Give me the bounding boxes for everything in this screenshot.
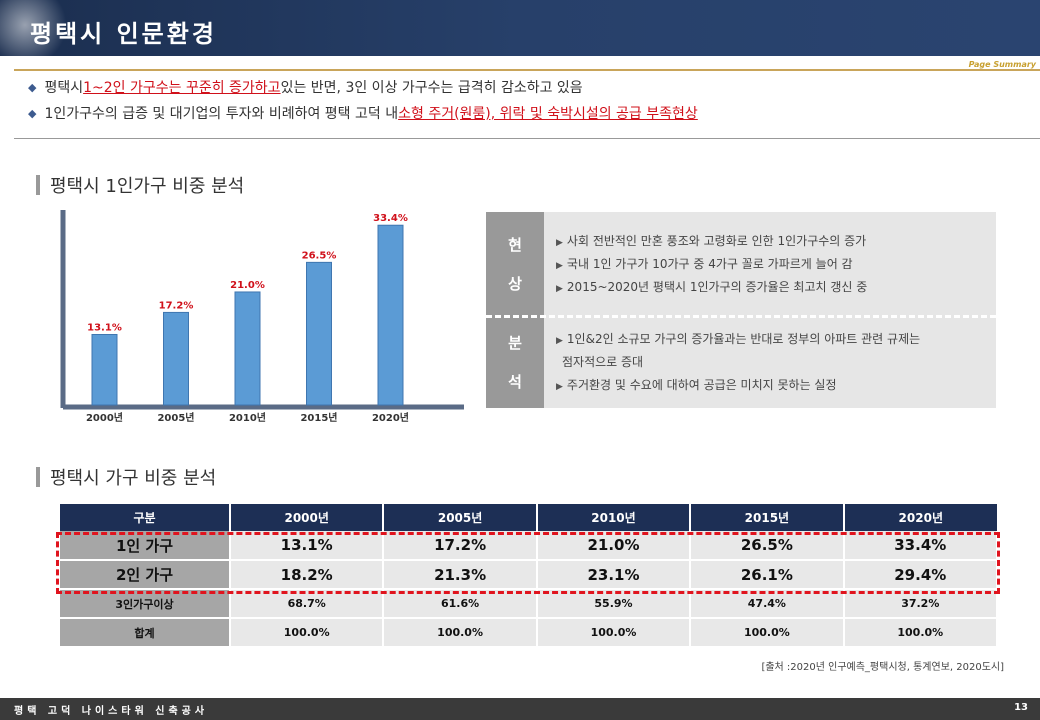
table-header: 2020년 — [843, 504, 997, 531]
triangle-icon: ▶ — [556, 261, 563, 271]
label-char: 현 — [508, 236, 522, 254]
summary-line-2: ◆ 1인가구수의 급증 및 대기업의 투자와 비례하여 평택 고덕 내 소형 주… — [28, 100, 1028, 126]
status-body: ▶ 사회 전반적인 만혼 풍조와 고령화로 인한 1인가구수의 증가 ▶ 국내 1인… — [544, 212, 996, 316]
table-row: 합계 100.0% 100.0% 100.0% 100.0% 100.0% — [60, 618, 999, 648]
label-char: 석 — [508, 373, 522, 391]
table-cell: 100.0% — [843, 618, 999, 648]
table-cell: 33.4% — [843, 531, 999, 561]
bar — [377, 224, 404, 406]
data-label: 33.4% — [373, 213, 408, 224]
table-cell: 26.1% — [690, 560, 845, 590]
x-tick-label: 2010년 — [229, 411, 266, 424]
bar-chart: 13.1% 2000년 17.2% 2005년 21.0% 2010년 26.5% 2015년… — [60, 208, 464, 430]
table-cell: 100.0% — [690, 618, 845, 648]
analysis-line: ▶ 1인&2인 소규모 가구의 증가율과는 반대로 정부의 아파트 관련 규제는 — [556, 332, 921, 346]
bullet-icon: ◆ — [28, 106, 37, 120]
table-cell: 26.5% — [690, 531, 845, 561]
analysis-line: ▶ 주거환경 및 수요에 대하여 공급은 미치지 못하는 실정 — [556, 378, 837, 392]
source-note: [출처 :2020년 인구예측_평택시청, 통계연보, 2020도시] — [761, 662, 1004, 673]
table-header: 2010년 — [536, 504, 692, 531]
footer-bar: 평택 고덕 나이스타워 신축공사 13 — [0, 698, 1040, 720]
table-cell: 100.0% — [536, 618, 692, 648]
table-cell: 18.2% — [230, 560, 385, 590]
chart-svg: 13.1% 2000년 17.2% 2005년 21.0% 2010년 26.5% 2015년… — [60, 208, 464, 430]
section-marker — [36, 175, 40, 195]
analysis-panel: 현 상 ▶ 사회 전반적인 만혼 풍조와 고령화로 인한 1인가구수의 증가 ▶ 국… — [486, 212, 996, 408]
triangle-icon: ▶ — [556, 382, 563, 392]
highlight-box — [56, 532, 1000, 594]
summary-text: 있는 반면, 3인 이상 가구수는 급격히 감소하고 있음 — [280, 80, 583, 96]
footer-text: 평택 고덕 나이스타워 신축공사 — [14, 706, 209, 717]
triangle-icon: ▶ — [556, 284, 563, 294]
data-label: 21.0% — [230, 280, 265, 291]
table-row: 2인 가구 18.2% 21.3% 23.1% 26.1% 29.4% — [60, 560, 999, 590]
triangle-icon: ▶ — [556, 238, 563, 248]
row-label: 합계 — [60, 618, 231, 648]
summary-line-1: ◆ 평택시 1~2인 가구수는 꾸준히 증가하고 있는 반면, 3인 이상 가구… — [28, 74, 1028, 100]
triangle-icon: ▶ — [556, 336, 563, 346]
row-label: 2인 가구 — [60, 560, 231, 590]
bar — [163, 311, 189, 406]
table-header-row: 구분 2000년 2005년 2010년 2015년 2020년 — [60, 504, 997, 531]
table-header: 구분 — [60, 504, 231, 531]
dashed-separator — [486, 315, 996, 318]
page-summary-label: Page Summary — [968, 60, 1036, 69]
summary-text: 1인가구수의 급증 및 대기업의 투자와 비례하여 평택 고덕 내 — [44, 106, 399, 122]
table-cell: 13.1% — [230, 531, 385, 561]
table-cell: 100.0% — [230, 618, 385, 648]
x-tick-label: 2015년 — [300, 411, 337, 424]
summary-text: 평택시 — [44, 80, 84, 96]
label-char: 분 — [508, 334, 522, 352]
data-label: 13.1% — [87, 322, 122, 333]
table-cell: 21.0% — [536, 531, 692, 561]
page-number: 13 — [1014, 702, 1028, 713]
header-bar: 평택시 인문환경 — [0, 0, 1040, 70]
divider — [14, 138, 1040, 139]
row-label: 1인 가구 — [60, 531, 231, 561]
table-header: 2015년 — [690, 504, 845, 531]
table-cell: 21.3% — [383, 560, 538, 590]
bar — [306, 261, 332, 406]
section-title-2: 평택시 가구 비중 분석 — [36, 464, 216, 490]
analysis-label: 분 석 — [486, 316, 544, 408]
table-header: 2005년 — [383, 504, 538, 531]
table-cell: 29.4% — [843, 560, 999, 590]
x-tick-label: 2020년 — [372, 411, 409, 424]
bar — [234, 291, 261, 406]
section-title-text: 평택시 1인가구 비중 분석 — [50, 176, 245, 197]
summary: ◆ 평택시 1~2인 가구수는 꾸준히 증가하고 있는 반면, 3인 이상 가구… — [28, 74, 1028, 126]
status-label: 현 상 — [486, 212, 544, 316]
table-cell: 23.1% — [536, 560, 692, 590]
bullet-icon: ◆ — [28, 80, 37, 94]
status-line: ▶ 국내 1인 가구가 10가구 중 4가구 꼴로 가파르게 늘어 감 — [556, 257, 853, 271]
page-title: 평택시 인문환경 — [30, 20, 217, 48]
x-tick-label: 2000년 — [86, 411, 123, 424]
label-char: 상 — [508, 275, 522, 293]
data-label: 17.2% — [159, 300, 194, 311]
status-line: ▶ 사회 전반적인 만혼 풍조와 고령화로 인한 1인가구수의 증가 — [556, 234, 867, 248]
analysis-body: ▶ 1인&2인 소규모 가구의 증가율과는 반대로 정부의 아파트 관련 규제는 … — [544, 316, 996, 408]
section-marker — [36, 467, 40, 487]
table-header: 2000년 — [230, 504, 385, 531]
table-cell: 17.2% — [383, 531, 538, 561]
divider — [14, 69, 1040, 71]
x-tick-label: 2005년 — [157, 411, 194, 424]
section-title-1: 평택시 1인가구 비중 분석 — [36, 172, 244, 198]
data-label: 26.5% — [302, 250, 337, 261]
bar — [91, 333, 118, 406]
summary-highlight: 1~2인 가구수는 꾸준히 증가하고 — [83, 80, 281, 96]
table-row: 1인 가구 13.1% 17.2% 21.0% 26.5% 33.4% — [60, 531, 999, 561]
analysis-line: 점자적으로 증대 — [562, 355, 644, 369]
summary-highlight: 소형 주거(원룸), 위락 및 숙박시설의 공급 부족현상 — [398, 106, 698, 122]
table-cell: 100.0% — [383, 618, 538, 648]
status-line: ▶ 2015~2020년 평택시 1인가구의 증가율은 최고치 갱신 중 — [556, 280, 868, 294]
section-title-text: 평택시 가구 비중 분석 — [50, 468, 217, 489]
